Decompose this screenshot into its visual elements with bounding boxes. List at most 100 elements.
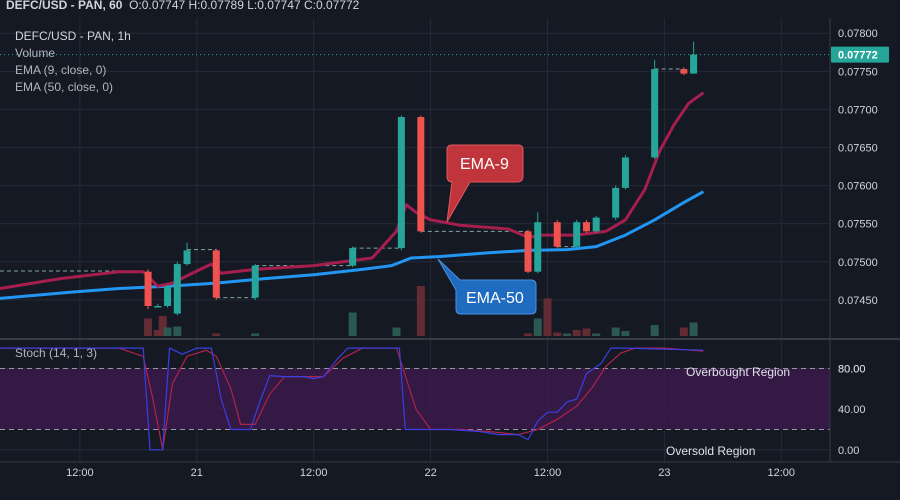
candle	[164, 284, 172, 308]
candle-body	[621, 157, 629, 188]
legend-ema9: EMA (9, close, 0)	[15, 63, 107, 77]
legend-volume: Volume	[15, 46, 56, 60]
candle-body	[251, 265, 259, 298]
candle	[680, 67, 688, 76]
stoch-tick-label: 40.00	[838, 404, 866, 416]
candle	[651, 59, 659, 159]
candles	[144, 41, 698, 316]
price-tick-label: 0.07650	[838, 143, 878, 155]
volume-bar	[562, 333, 571, 336]
candle-body	[397, 117, 405, 249]
candle-body	[144, 271, 152, 306]
candle-body	[582, 222, 590, 232]
volume-bar	[689, 322, 698, 336]
candle	[612, 185, 620, 220]
ema50-path	[0, 190, 705, 300]
volume-bar	[251, 333, 260, 336]
ema50-callout: EMA-50	[437, 258, 537, 315]
volume-bar	[582, 328, 591, 336]
volume-bar	[144, 318, 153, 336]
volume-bar	[572, 330, 581, 336]
candle-body	[164, 286, 172, 306]
volume-bar	[592, 333, 601, 336]
candle	[154, 303, 162, 308]
ema9-line	[0, 91, 705, 290]
candle	[212, 248, 220, 300]
candle-body	[651, 69, 659, 158]
ema9-callout: EMA-9	[446, 144, 524, 223]
candle	[417, 115, 425, 233]
volume-bar	[416, 286, 425, 336]
candle	[251, 264, 259, 300]
price-tick-label: 0.07500	[838, 257, 878, 269]
candle-body	[417, 117, 425, 232]
volume-bar	[524, 333, 533, 336]
candle	[144, 269, 152, 310]
candle	[534, 212, 542, 274]
price-tick-label: 0.07600	[838, 181, 878, 193]
time-tick-label: 12:00	[534, 467, 562, 479]
volume-bar	[158, 316, 167, 336]
time-tick-label: 12:00	[768, 467, 796, 479]
ema50-callout-label: EMA-50	[466, 290, 524, 307]
volume-bar	[543, 298, 552, 336]
symbol-interval: DEFC/USD - PAN, 60	[6, 0, 123, 12]
volume-bar	[392, 327, 401, 336]
ema9-path	[0, 91, 705, 290]
last-price-tag	[831, 46, 889, 63]
candle-body	[212, 250, 220, 298]
volume-bar	[348, 312, 357, 336]
volume-bar	[533, 318, 542, 336]
stoch-level-label: 80.00	[838, 363, 866, 375]
time-tick-label: 22	[424, 467, 436, 479]
overbought-label: Overbought Region	[686, 365, 790, 379]
stoch-k-line	[0, 347, 704, 451]
volume-bar	[212, 333, 221, 336]
volume-bar	[621, 331, 630, 336]
oversold-label: Oversold Region	[666, 444, 755, 458]
volume-bar	[173, 326, 182, 336]
candle-body	[524, 231, 532, 272]
ohlc-values: O:0.07747 H:0.07789 L:0.07747 C:0.07772	[129, 0, 360, 12]
price-tick-label: 0.07800	[838, 28, 878, 40]
ema9-callout-label: EMA-9	[460, 156, 509, 173]
volume-bar	[153, 330, 162, 336]
price-tick-label: 0.07700	[838, 104, 878, 116]
candle-body	[573, 222, 581, 247]
candle	[524, 229, 532, 274]
legend-stoch: Stoch (14, 1, 3)	[15, 346, 98, 360]
candle	[553, 219, 561, 249]
volume-bar	[553, 332, 562, 336]
legend-symbol: DEFC/USD - PAN, 1h	[15, 29, 131, 43]
price-tick-label: 0.07450	[838, 295, 878, 307]
candle-body	[154, 306, 162, 308]
stoch-band	[0, 367, 830, 430]
price-tick-label: 0.07750	[838, 66, 878, 78]
candle-body	[183, 250, 191, 265]
candle-body	[349, 248, 357, 266]
axes: 0.07450 0.07500 0.07550 0.07600 0.07650 0.077…	[0, 28, 889, 479]
candle	[582, 219, 590, 233]
volume-bar	[163, 327, 172, 336]
price-tick-label: 0.07550	[838, 219, 878, 231]
stoch-d-line	[0, 347, 704, 450]
pane-separators	[0, 18, 900, 463]
candle	[397, 115, 405, 251]
volume-bar	[611, 327, 620, 336]
candle-body	[592, 217, 600, 232]
candle	[349, 246, 357, 268]
candle-body	[173, 264, 181, 314]
candle	[621, 155, 629, 190]
volume-bar	[679, 327, 688, 336]
candle	[592, 216, 600, 233]
ema50-line	[0, 190, 705, 300]
candle	[573, 219, 581, 249]
time-tick-label: 12:00	[66, 467, 94, 479]
top-bar: DEFC/USD - PAN, 60 O:0.07747 H:0.07789 L…	[0, 0, 900, 18]
stoch-lines	[0, 347, 704, 451]
top-ohlc-header: DEFC/USD - PAN, 60 O:0.07747 H:0.07789 L…	[6, 0, 359, 12]
last-price-label: 0.07772	[838, 50, 878, 62]
candle-body	[680, 69, 688, 74]
candle	[173, 261, 181, 316]
